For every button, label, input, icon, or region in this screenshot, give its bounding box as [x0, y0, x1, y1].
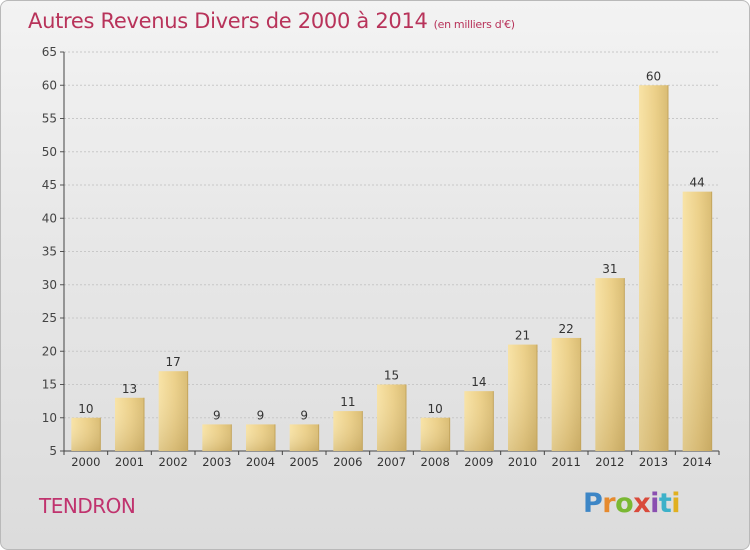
chart-title: Autres Revenus Divers de 2000 à 2014 (en … — [28, 9, 515, 33]
x-tick-label: 2000 — [71, 455, 100, 469]
bar-shade — [289, 424, 319, 451]
x-tick-label: 2006 — [333, 455, 362, 469]
bar-shade — [246, 424, 275, 451]
y-tick-label: 25 — [42, 311, 57, 325]
bar-shade — [551, 337, 581, 451]
x-tick-label: 2002 — [159, 455, 188, 469]
bar-shade — [682, 191, 712, 451]
x-tick-label: 2005 — [290, 455, 319, 469]
bar-shade — [420, 417, 450, 451]
bar-shade — [71, 417, 101, 451]
data-label: 44 — [690, 176, 705, 190]
chart-title-text: Autres Revenus Divers de 2000 à 2014 — [28, 9, 428, 33]
data-label: 9 — [213, 408, 221, 422]
y-tick-label: 40 — [42, 211, 57, 225]
x-tick-label: 2013 — [639, 455, 668, 469]
y-tick-label: 10 — [42, 411, 57, 425]
y-tick-label: 35 — [42, 245, 57, 259]
data-label: 17 — [166, 355, 181, 369]
y-tick-label: 55 — [42, 112, 57, 126]
data-label: 10 — [78, 402, 93, 416]
bar-shade — [639, 85, 668, 451]
place-name: TENDRON — [39, 494, 136, 518]
bar-shade — [115, 397, 144, 451]
y-tick-label: 20 — [42, 344, 57, 358]
y-tick-label: 50 — [42, 145, 57, 159]
bar-shade — [202, 424, 232, 451]
x-tick-label: 2003 — [202, 455, 231, 469]
data-label: 31 — [602, 262, 617, 276]
x-tick-label: 2010 — [508, 455, 537, 469]
x-tick-label: 2007 — [377, 455, 406, 469]
x-tick-label: 2001 — [115, 455, 144, 469]
bar-shade — [377, 384, 406, 451]
data-label: 14 — [471, 375, 486, 389]
y-tick-label: 15 — [42, 378, 57, 392]
bar-shade — [464, 391, 494, 451]
data-label: 9 — [257, 408, 265, 422]
x-tick-label: 2008 — [421, 455, 450, 469]
x-tick-label: 2004 — [246, 455, 275, 469]
y-tick-label: 30 — [42, 278, 57, 292]
bar-shade — [333, 411, 363, 451]
y-tick-label: 5 — [49, 444, 57, 458]
chart-subtitle: (en milliers d'€) — [433, 18, 515, 31]
proxiti-logo: Proxiti — [583, 488, 681, 519]
data-label: 22 — [559, 322, 574, 336]
bar-shade — [158, 371, 188, 451]
x-tick-label: 2011 — [552, 455, 581, 469]
bars — [71, 85, 713, 451]
data-label: 10 — [428, 402, 443, 416]
data-label: 21 — [515, 329, 530, 343]
y-tick-label: 45 — [42, 178, 57, 192]
x-tick-label: 2009 — [464, 455, 493, 469]
data-labels: 10 13 17 9 9 9 11 15 10 14 21 22 31 60 44 — [78, 69, 705, 422]
x-tick-label: 2012 — [595, 455, 624, 469]
x-tick-label: 2014 — [683, 455, 712, 469]
y-tick-label: 65 — [42, 45, 57, 59]
bar-shade — [595, 278, 625, 451]
data-label: 9 — [300, 408, 308, 422]
data-label: 15 — [384, 369, 399, 383]
data-label: 11 — [340, 395, 355, 409]
data-label: 60 — [646, 69, 661, 83]
bar-shade — [508, 344, 537, 451]
y-tick-label: 60 — [42, 78, 57, 92]
data-label: 13 — [122, 382, 137, 396]
axes: 5 10 15 20 25 30 35 40 45 50 55 60 65 2000 2001 2002 200… — [42, 45, 720, 469]
